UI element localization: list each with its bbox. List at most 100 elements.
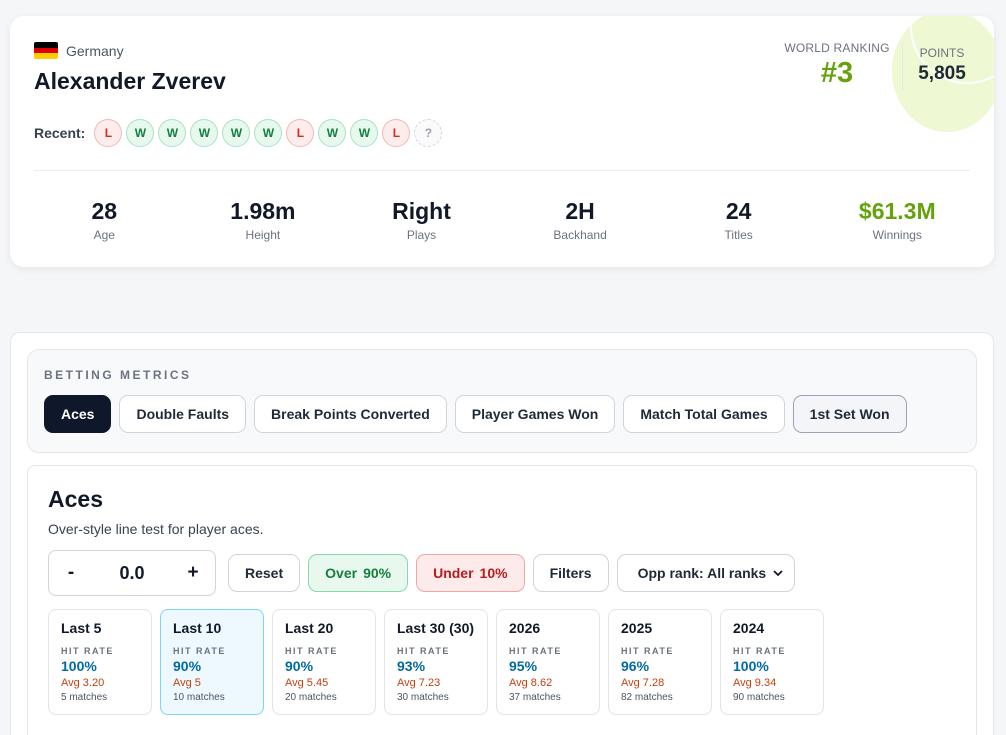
window-card[interactable]: Last 30 (30) HIT RATE 93% Avg 7.23 30 ma… — [384, 609, 488, 715]
country-name: Germany — [66, 42, 124, 59]
average-value: Avg 5.45 — [285, 677, 329, 689]
player-stats: 28 Age 1.98m Height Right Plays 2H Backh… — [25, 198, 977, 242]
betting-metrics-box: BETTING METRICS Aces Double Faults Break… — [27, 349, 977, 453]
recent-result: W — [318, 119, 347, 147]
tab-aces[interactable]: Aces — [44, 395, 112, 433]
points-label: POINTS — [919, 46, 965, 60]
hit-rate-label: HIT RATE — [285, 646, 338, 656]
recent-result: W — [190, 119, 219, 147]
stat-backhand: 2H Backhand — [501, 198, 660, 242]
stat-value: Right — [392, 198, 451, 224]
filters-button[interactable]: Filters — [532, 554, 609, 592]
match-count: 90 matches — [733, 692, 785, 703]
tennis-ball-decoration — [892, 16, 994, 132]
decrement-button[interactable]: - — [67, 562, 75, 583]
window-name: 2024 — [733, 620, 765, 636]
ranking-points: POINTS 5,805 — [910, 46, 974, 85]
recent-result: L — [382, 119, 411, 147]
aces-subtitle: Over-style line test for player aces. — [48, 521, 264, 537]
flag-stripe-gold — [34, 53, 58, 59]
stat-label: Height — [245, 228, 281, 242]
tab-double-faults[interactable]: Double Faults — [119, 395, 247, 433]
match-count: 37 matches — [509, 692, 561, 703]
hit-rate-value: 95% — [509, 658, 538, 674]
window-card[interactable]: 2024 HIT RATE 100% Avg 9.34 90 matches — [720, 609, 824, 715]
increment-button[interactable]: + — [187, 562, 199, 583]
recent-result: L — [286, 119, 315, 147]
stat-plays: Right Plays — [342, 198, 501, 242]
tab-match-total-games[interactable]: Match Total Games — [623, 395, 785, 433]
ranking-divider — [902, 43, 903, 91]
recent-result: W — [158, 119, 187, 147]
line-controls: - 0.0 + Reset Over 90% Under 10% Filters… — [48, 550, 795, 596]
metrics-panel: BETTING METRICS Aces Double Faults Break… — [10, 332, 994, 735]
under-button[interactable]: Under 10% — [416, 554, 525, 592]
hit-rate-label: HIT RATE — [173, 646, 226, 656]
line-value-input[interactable]: 0.0 — [119, 562, 145, 583]
hit-rate-value: 90% — [285, 658, 314, 674]
germany-flag-icon — [34, 42, 58, 59]
window-card[interactable]: 2025 HIT RATE 96% Avg 7.28 82 matches — [608, 609, 712, 715]
player-card: Germany Alexander Zverev Recent: L W W W… — [10, 16, 994, 267]
average-value: Avg 8.62 — [509, 677, 553, 689]
hit-rate-label: HIT RATE — [509, 646, 562, 656]
hit-rate-value: 90% — [173, 658, 202, 674]
hit-rate-label: HIT RATE — [61, 646, 114, 656]
stat-value: 28 — [91, 198, 118, 224]
window-card-selected[interactable]: Last 10 HIT RATE 90% Avg 5 10 matches — [160, 609, 264, 715]
window-card[interactable]: Last 5 HIT RATE 100% Avg 3.20 5 matches — [48, 609, 152, 715]
window-name: 2026 — [509, 620, 541, 636]
card-divider — [34, 170, 970, 171]
average-value: Avg 9.34 — [733, 677, 777, 689]
ranking-value: #3 — [820, 57, 854, 89]
over-value: 90% — [363, 565, 392, 581]
under-label: Under — [433, 565, 474, 581]
average-value: Avg 7.28 — [621, 677, 665, 689]
stat-age: 28 Age — [25, 198, 184, 242]
aces-panel: Aces Over-style line test for player ace… — [27, 465, 977, 735]
stat-height: 1.98m Height — [184, 198, 343, 242]
player-name: Alexander Zverev — [34, 68, 226, 94]
tab-break-points-converted[interactable]: Break Points Converted — [254, 395, 447, 433]
tab-1st-set-won[interactable]: 1st Set Won — [792, 395, 907, 433]
window-name: Last 20 — [285, 620, 334, 636]
window-name: 2025 — [621, 620, 653, 636]
betting-metrics-title: BETTING METRICS — [44, 368, 192, 382]
recent-result: L — [94, 119, 123, 147]
opp-rank-value: Opp rank: All ranks — [637, 565, 767, 581]
window-card[interactable]: 2026 HIT RATE 95% Avg 8.62 37 matches — [496, 609, 600, 715]
ranking-label: WORLD RANKING — [784, 41, 890, 55]
line-stepper: - 0.0 + — [48, 550, 216, 596]
hit-rate-label: HIT RATE — [397, 646, 450, 656]
stat-label: Backhand — [553, 228, 607, 242]
hit-rate-label: HIT RATE — [733, 646, 786, 656]
match-count: 5 matches — [61, 692, 108, 703]
tab-player-games-won[interactable]: Player Games Won — [454, 395, 616, 433]
average-value: Avg 5 — [173, 677, 201, 689]
reset-button[interactable]: Reset — [228, 554, 301, 592]
recent-form: Recent: L W W W W W L W W L ? — [34, 119, 443, 147]
window-card[interactable]: Last 20 HIT RATE 90% Avg 5.45 20 matches — [272, 609, 376, 715]
match-count: 10 matches — [173, 692, 225, 703]
recent-result-upcoming: ? — [414, 119, 443, 147]
chevron-down-icon — [772, 570, 783, 577]
hit-rate-value: 96% — [621, 658, 650, 674]
over-button[interactable]: Over 90% — [308, 554, 409, 592]
stat-titles: 24 Titles — [659, 198, 818, 242]
flag-stripe-black — [34, 42, 58, 48]
recent-result: W — [126, 119, 155, 147]
stat-value: 2H — [565, 198, 595, 224]
world-ranking: WORLD RANKING #3 — [782, 41, 892, 90]
stat-value: 24 — [725, 198, 752, 224]
recent-result: W — [350, 119, 379, 147]
window-name: Last 5 — [61, 620, 102, 636]
stat-label: Winnings — [872, 228, 922, 242]
window-name: Last 30 (30) — [397, 620, 475, 636]
stat-winnings: $61.3M Winnings — [818, 198, 977, 242]
hit-rate-windows: Last 5 HIT RATE 100% Avg 3.20 5 matches … — [48, 609, 824, 715]
stat-value: 1.98m — [230, 198, 296, 224]
under-value: 10% — [479, 565, 508, 581]
hit-rate-label: HIT RATE — [621, 646, 674, 656]
opp-rank-select[interactable]: Opp rank: All ranks — [616, 554, 795, 592]
match-count: 30 matches — [397, 692, 449, 703]
